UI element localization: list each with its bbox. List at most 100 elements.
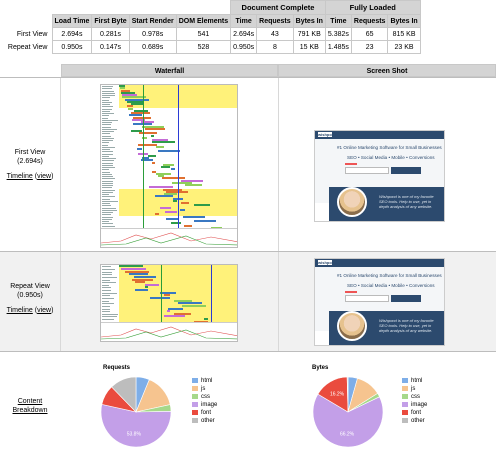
column-header: Start Render <box>128 14 177 28</box>
legend-label: image <box>411 402 428 408</box>
timeline-link[interactable]: Timeline <box>6 173 33 180</box>
bytes-legend: html js css image font other <box>402 377 427 425</box>
waterfall-chart-repeat-view[interactable] <box>100 264 238 342</box>
legend-swatch <box>192 386 198 391</box>
table-cell: 23 <box>350 40 389 54</box>
screenshot-header: Screen Shot <box>278 64 496 77</box>
table-cell: 541 <box>175 27 232 41</box>
legend-swatch <box>402 402 408 407</box>
table-cell: 5.382s <box>324 27 352 41</box>
legend-swatch <box>402 386 408 391</box>
legend-entry-css: css <box>402 393 427 401</box>
repeat-view-row: Repeat View (0.950s) Timeline (view) wis… <box>0 251 496 351</box>
view-time: (0.950s) <box>17 292 43 299</box>
summary-corner <box>0 0 52 15</box>
column-header: Bytes In <box>387 14 421 28</box>
legend-entry-other: other <box>402 417 427 425</box>
table-cell: 0.950s <box>230 40 258 54</box>
column-header: First Byte <box>91 14 130 28</box>
table-cell: 0.978s <box>128 27 177 41</box>
screenshot-repeat-view[interactable]: wishpond #1 Online Marketing Software fo… <box>314 258 445 346</box>
timeline-view-link[interactable]: view <box>37 307 52 314</box>
column-header: Requests <box>350 14 389 28</box>
shot-subline: SEO • Social Media • Mobile • Conversion… <box>347 155 435 160</box>
pie-slice-image <box>100 404 172 448</box>
bytes-pie-chart: 66.2% 16.2% <box>312 376 384 448</box>
requests-pie-chart: 53.8% <box>100 376 172 448</box>
table-cell: 0.950s <box>51 40 93 54</box>
timeline-view-link[interactable]: view <box>37 173 52 180</box>
view-title: First View <box>14 149 46 156</box>
legend-entry-image: image <box>192 401 217 409</box>
pie-data-label: 66.2% <box>340 432 355 438</box>
repeat-view-label: Repeat View (0.950s) Timeline (view) <box>0 282 60 315</box>
column-header: Time <box>230 14 258 28</box>
shot-quote: Wishpond is one of my favorite SEO tools… <box>379 318 434 333</box>
table-cell: 815 KB <box>387 27 421 41</box>
table-cell: 15 KB <box>292 40 326 54</box>
legend-label: js <box>411 386 416 392</box>
legend-entry-html: html <box>192 377 217 385</box>
table-cell: 8 <box>256 40 294 54</box>
legend-entry-html: html <box>402 377 427 385</box>
table-cell: 0.281s <box>91 27 130 41</box>
shot-navbar: wishpond <box>315 131 444 139</box>
content-breakdown-row: Content Breakdown Requests 53.8% html js c… <box>0 351 496 450</box>
table-cell: 0.689s <box>128 40 177 54</box>
legend-label: image <box>201 402 218 408</box>
shot-logo: wishpond <box>318 132 337 137</box>
pie-slice-other <box>111 376 137 413</box>
avatar <box>337 311 367 341</box>
table-cell: 2.694s <box>51 27 93 41</box>
shot-navbar: wishpond <box>315 259 444 267</box>
summary-blank <box>52 0 231 15</box>
legend-label: js <box>201 386 206 392</box>
legend-swatch <box>192 418 198 423</box>
table-cell: 791 KB <box>292 27 326 41</box>
legend-label: css <box>201 394 210 400</box>
table-cell: 528 <box>175 40 232 54</box>
table-cell: 43 <box>256 27 294 41</box>
table-cell: 1.485s <box>324 40 352 54</box>
shot-logo: wishpond <box>318 260 337 265</box>
waterfall-chart-first-view[interactable] <box>100 84 238 248</box>
table-cell: 23 KB <box>387 40 421 54</box>
requests-chart-title: Requests <box>103 365 131 371</box>
legend-entry-js: js <box>192 385 217 393</box>
legend-entry-font: font <box>192 409 217 417</box>
waterfall-header: Waterfall <box>61 64 278 77</box>
legend-swatch <box>402 378 408 383</box>
content-breakdown-link[interactable]: Content Breakdown <box>12 398 48 414</box>
legend-swatch <box>402 410 408 415</box>
legend-swatch <box>402 418 408 423</box>
table-cell: 0.147s <box>91 40 130 54</box>
row-label: Repeat View <box>7 43 48 51</box>
legend-label: other <box>411 418 425 424</box>
shot-subline: SEO • Social Media • Mobile • Conversion… <box>347 283 435 288</box>
legend-label: html <box>411 378 423 384</box>
summary-column-headers: Load Time First Byte Start Render DOM El… <box>0 14 421 28</box>
legend-swatch <box>192 410 198 415</box>
summary-table: Document Complete Fully Loaded Load Time… <box>0 0 421 54</box>
legend-entry-css: css <box>192 393 217 401</box>
content-breakdown-label: Content Breakdown <box>0 397 60 415</box>
legend-entry-js: js <box>402 385 427 393</box>
shot-quote: Wishpond is one of my favorite SEO tools… <box>379 194 434 209</box>
screenshot-first-view[interactable]: wishpond #1 Online Marketing Software fo… <box>314 130 445 222</box>
legend-label: font <box>411 410 422 416</box>
legend-entry-image: image <box>402 401 427 409</box>
avatar <box>337 187 367 217</box>
first-view-label: First View (2.694s) Timeline (view) <box>0 148 60 181</box>
row-label: First View <box>16 30 48 38</box>
fully-loaded-header: Fully Loaded <box>324 0 421 15</box>
legend-entry-other: other <box>192 417 217 425</box>
document-complete-header: Document Complete <box>230 0 326 15</box>
legend-swatch <box>192 378 198 383</box>
legend-swatch <box>402 394 408 399</box>
view-title: Repeat View <box>10 283 50 290</box>
pie-data-label: 16.2% <box>330 391 345 397</box>
timeline-link[interactable]: Timeline <box>6 307 33 314</box>
view-time: (2.694s) <box>17 158 43 165</box>
bytes-chart-title: Bytes <box>312 365 329 371</box>
table-cell: 65 <box>350 27 389 41</box>
